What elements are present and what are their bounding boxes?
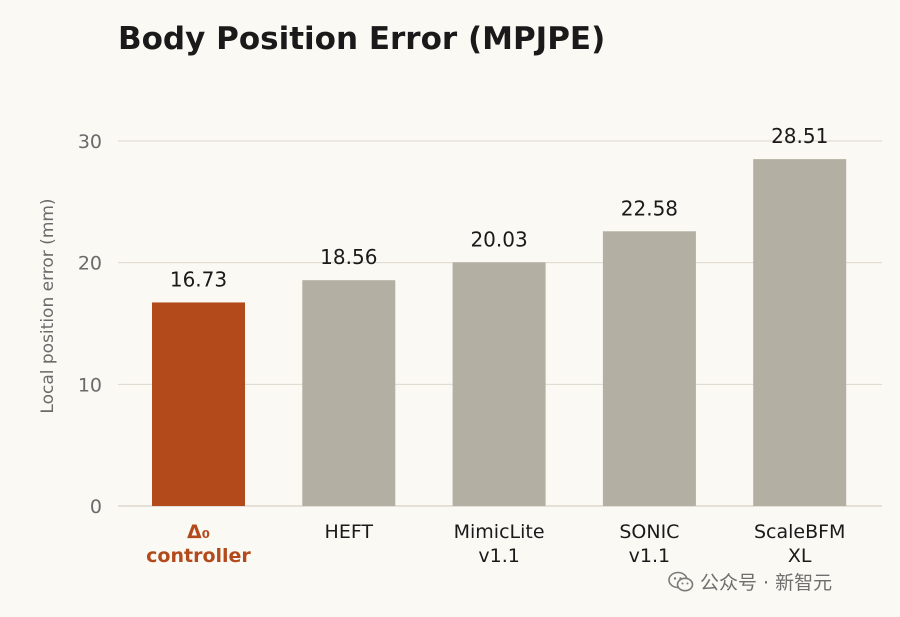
watermark: 公众号 · 新智元 (668, 568, 832, 595)
chart-title: Body Position Error (MPJPE) (118, 21, 605, 57)
x-tick-label: Δ₀ controller (146, 521, 251, 567)
y-tick-label: 30 (78, 131, 102, 153)
bar (152, 302, 245, 506)
x-tick-label: ScaleBFM XL (754, 521, 845, 567)
watermark-text: 公众号 · 新智元 (700, 572, 833, 594)
y-axis-label: Local position error (mm) (38, 198, 58, 413)
data-label: 20.03 (470, 227, 527, 251)
bar (753, 159, 847, 506)
data-label: 28.51 (771, 124, 828, 148)
x-tick-label: HEFT (325, 521, 374, 543)
data-label: 18.56 (320, 245, 377, 269)
y-tick-label: 0 (90, 496, 102, 518)
wechat-icon (668, 571, 694, 591)
bar (602, 231, 696, 506)
x-tick-label: SONIC v1.1 (619, 521, 679, 567)
x-tick-label: MimicLite v1.1 (454, 521, 545, 567)
data-label: 22.58 (621, 196, 678, 220)
y-tick-label: 10 (78, 374, 102, 396)
bar (452, 262, 546, 506)
y-tick-label: 20 (78, 253, 102, 275)
data-label: 16.73 (170, 267, 227, 291)
bar (302, 280, 396, 506)
